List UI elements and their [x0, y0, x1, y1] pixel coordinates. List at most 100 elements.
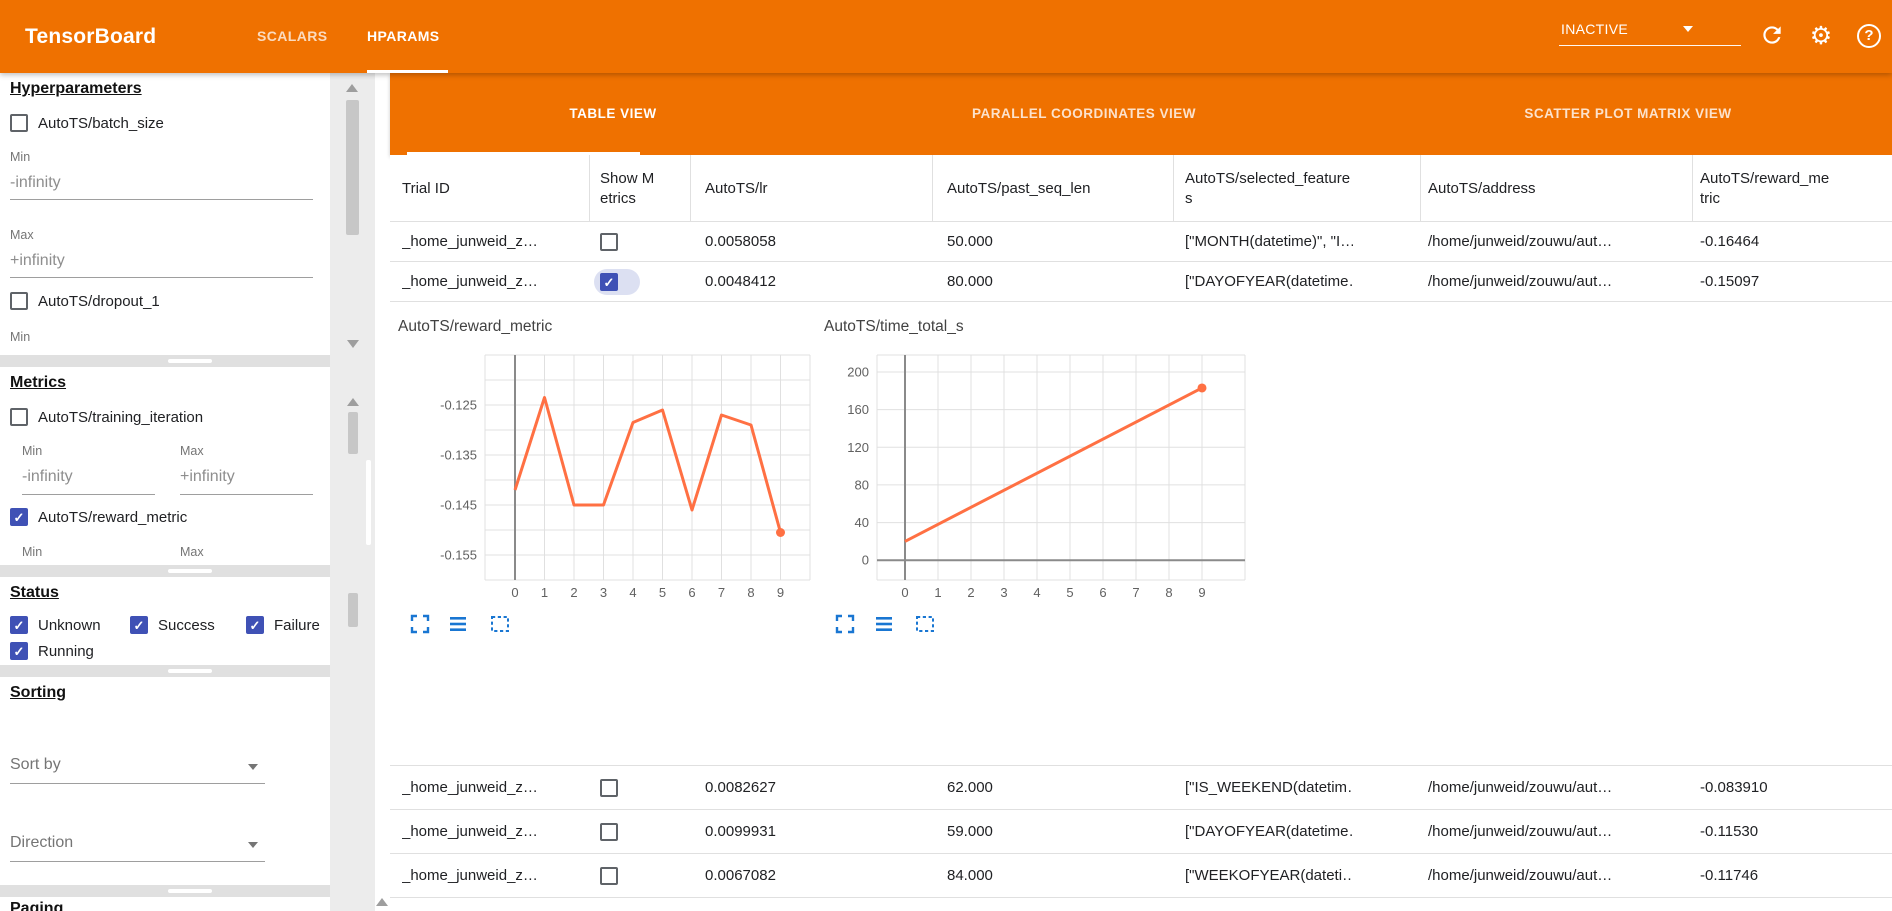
cell-lr: 0.0099931	[705, 823, 776, 840]
cell-trial_id: _home_junweid_z…	[402, 867, 538, 884]
max-input-underline	[10, 277, 313, 278]
scroll-up-arrow-icon[interactable]	[346, 84, 358, 92]
table-row[interactable]: _home_junweid_z… 0.0099931 59.000 ["DAYOFYE…	[390, 810, 1892, 854]
scrollbar-thumb[interactable]	[348, 412, 358, 454]
min-input[interactable]: -infinity	[22, 468, 73, 485]
cell-selected_features: ["WEEKOFYEAR(dateti…	[1185, 867, 1353, 884]
nav-tab-scalars[interactable]: SCALARS	[257, 28, 328, 44]
cell-past_seq_len: 59.000	[947, 823, 993, 840]
table-row[interactable]: _home_junweid_z… 0.0058058 50.000 ["MONTH(d…	[390, 222, 1892, 262]
selection-box-icon[interactable]	[488, 612, 512, 636]
cell-selected_features: ["MONTH(datetime)", "I…	[1185, 233, 1353, 250]
min-label: Min	[10, 330, 31, 344]
metric-label-reward-metric: AutoTS/reward_metric	[38, 509, 188, 526]
column-header-reward_metric[interactable]: AutoTS/reward_metric	[1700, 169, 1830, 207]
status-label-running: Running	[38, 643, 94, 660]
cell-address: /home/junweid/zouwu/aut…	[1428, 273, 1613, 290]
status-label-unknown: Unknown	[38, 617, 101, 634]
max-input[interactable]: +infinity	[180, 468, 235, 485]
scroll-up-arrow-icon[interactable]	[376, 898, 388, 906]
checkbox-status-unknown[interactable]: ✓	[10, 616, 28, 634]
max-input[interactable]: +infinity	[10, 252, 65, 269]
maximize-icon[interactable]	[833, 612, 857, 636]
help-circle	[1857, 24, 1881, 48]
cell-selected_features: ["DAYOFYEAR(datetime…	[1185, 273, 1353, 290]
expanded-metrics-panel	[390, 302, 1892, 766]
min-input-underline	[10, 199, 313, 200]
column-header-address[interactable]: AutoTS/address	[1428, 179, 1536, 197]
settings-gear-icon[interactable]: ⚙	[1809, 22, 1833, 50]
scroll-up-arrow-icon[interactable]	[347, 398, 359, 406]
chevron-down-icon	[1683, 26, 1693, 32]
help-question-mark: ?	[1864, 27, 1874, 44]
reload-icon-glyph	[1763, 26, 1781, 44]
cell-trial_id: _home_junweid_z…	[402, 273, 538, 290]
column-border	[690, 155, 691, 222]
table-row[interactable]: _home_junweid_z… 0.0067082 84.000 ["WEEKOFY…	[390, 854, 1892, 898]
checkbox-dropout-1[interactable]	[10, 292, 28, 310]
scrollbar-thumb[interactable]	[366, 460, 371, 545]
app-title: TensorBoard	[25, 25, 157, 48]
max-input-underline	[180, 494, 313, 495]
help-icon[interactable]: ?	[1855, 22, 1883, 50]
table-row[interactable]: _home_junweid_z… ✓ 0.0048412 80.000 ["DAYOFY…	[390, 262, 1892, 302]
checkbox-status-running[interactable]: ✓	[10, 642, 28, 660]
checkbox-training-iteration[interactable]	[10, 408, 28, 426]
checkbox-status-success[interactable]: ✓	[130, 616, 148, 634]
min-input[interactable]: -infinity	[10, 174, 61, 191]
tab-table-view[interactable]: TABLE VIEW	[569, 106, 657, 121]
scroll-down-arrow-icon[interactable]	[347, 340, 359, 348]
table-row[interactable]: _home_junweid_z… 0.0082627 62.000 ["IS_WEEK…	[390, 766, 1892, 810]
direction-underline	[10, 861, 265, 862]
section-heading-metrics: Metrics	[10, 374, 67, 391]
data-table-icon[interactable]	[872, 612, 896, 636]
cell-lr: 0.0048412	[705, 273, 776, 290]
reload-icon[interactable]	[1759, 22, 1787, 50]
cell-lr: 0.0082627	[705, 779, 776, 796]
column-header-past_seq_len[interactable]: AutoTS/past_seq_len	[947, 179, 1091, 197]
section-resize-handle[interactable]	[0, 885, 375, 897]
cell-trial_id: _home_junweid_z…	[402, 233, 538, 250]
tab-parallel-coordinates-view[interactable]: PARALLEL COORDINATES VIEW	[971, 106, 1197, 121]
chart-title-time-total: AutoTS/time_total_s	[824, 318, 964, 335]
show-metrics-checkbox[interactable]	[600, 779, 618, 797]
column-header-show_metrics[interactable]: Show Metrics	[600, 169, 655, 207]
checkbox-status-failure[interactable]: ✓	[246, 616, 264, 634]
chart-title-reward-metric: AutoTS/reward_metric	[398, 318, 553, 335]
cell-trial_id: _home_junweid_z…	[402, 779, 538, 796]
scrollbar-thumb[interactable]	[348, 593, 358, 627]
scrollbar-thumb[interactable]	[346, 100, 359, 235]
checkbox-reward-metric[interactable]: ✓	[10, 508, 28, 526]
maximize-icon[interactable]	[408, 612, 432, 636]
show-metrics-checkbox[interactable]	[600, 823, 618, 841]
column-header-selected_features[interactable]: AutoTS/selected_features	[1185, 169, 1351, 207]
show-metrics-checkbox[interactable]	[600, 233, 618, 251]
column-border	[1420, 155, 1421, 222]
direction-select[interactable]: Direction	[10, 834, 74, 851]
cell-selected_features: ["DAYOFYEAR(datetime…	[1185, 823, 1353, 840]
scrollbar-track[interactable]	[375, 73, 390, 911]
data-table-icon[interactable]	[446, 612, 470, 636]
selection-box-icon[interactable]	[913, 612, 937, 636]
tab-scatter-plot-matrix-view[interactable]: SCATTER PLOT MATRIX VIEW	[1524, 106, 1732, 121]
section-resize-handle[interactable]	[0, 665, 375, 677]
section-heading-sorting: Sorting	[10, 684, 66, 701]
cell-reward_metric: -0.083910	[1700, 779, 1768, 796]
checkbox-batch-size[interactable]	[10, 114, 28, 132]
run-status-select[interactable]: INACTIVE	[1559, 15, 1741, 46]
column-border	[932, 155, 933, 222]
chevron-down-icon[interactable]	[248, 842, 258, 848]
cell-reward_metric: -0.11530	[1700, 823, 1759, 840]
nav-tab-hparams[interactable]: HPARAMS	[367, 28, 440, 44]
column-header-lr[interactable]: AutoTS/lr	[705, 179, 768, 197]
active-nav-tab-underline	[367, 70, 448, 73]
max-label: Max	[180, 545, 204, 559]
show-metrics-checkbox[interactable]: ✓	[600, 273, 618, 291]
hparam-label-dropout-1: AutoTS/dropout_1	[38, 293, 160, 310]
section-resize-handle[interactable]	[0, 565, 375, 577]
sort-by-select[interactable]: Sort by	[10, 756, 61, 773]
chevron-down-icon[interactable]	[248, 764, 258, 770]
section-resize-handle[interactable]	[0, 355, 375, 367]
column-header-trial_id[interactable]: Trial ID	[402, 179, 450, 197]
show-metrics-checkbox[interactable]	[600, 867, 618, 885]
